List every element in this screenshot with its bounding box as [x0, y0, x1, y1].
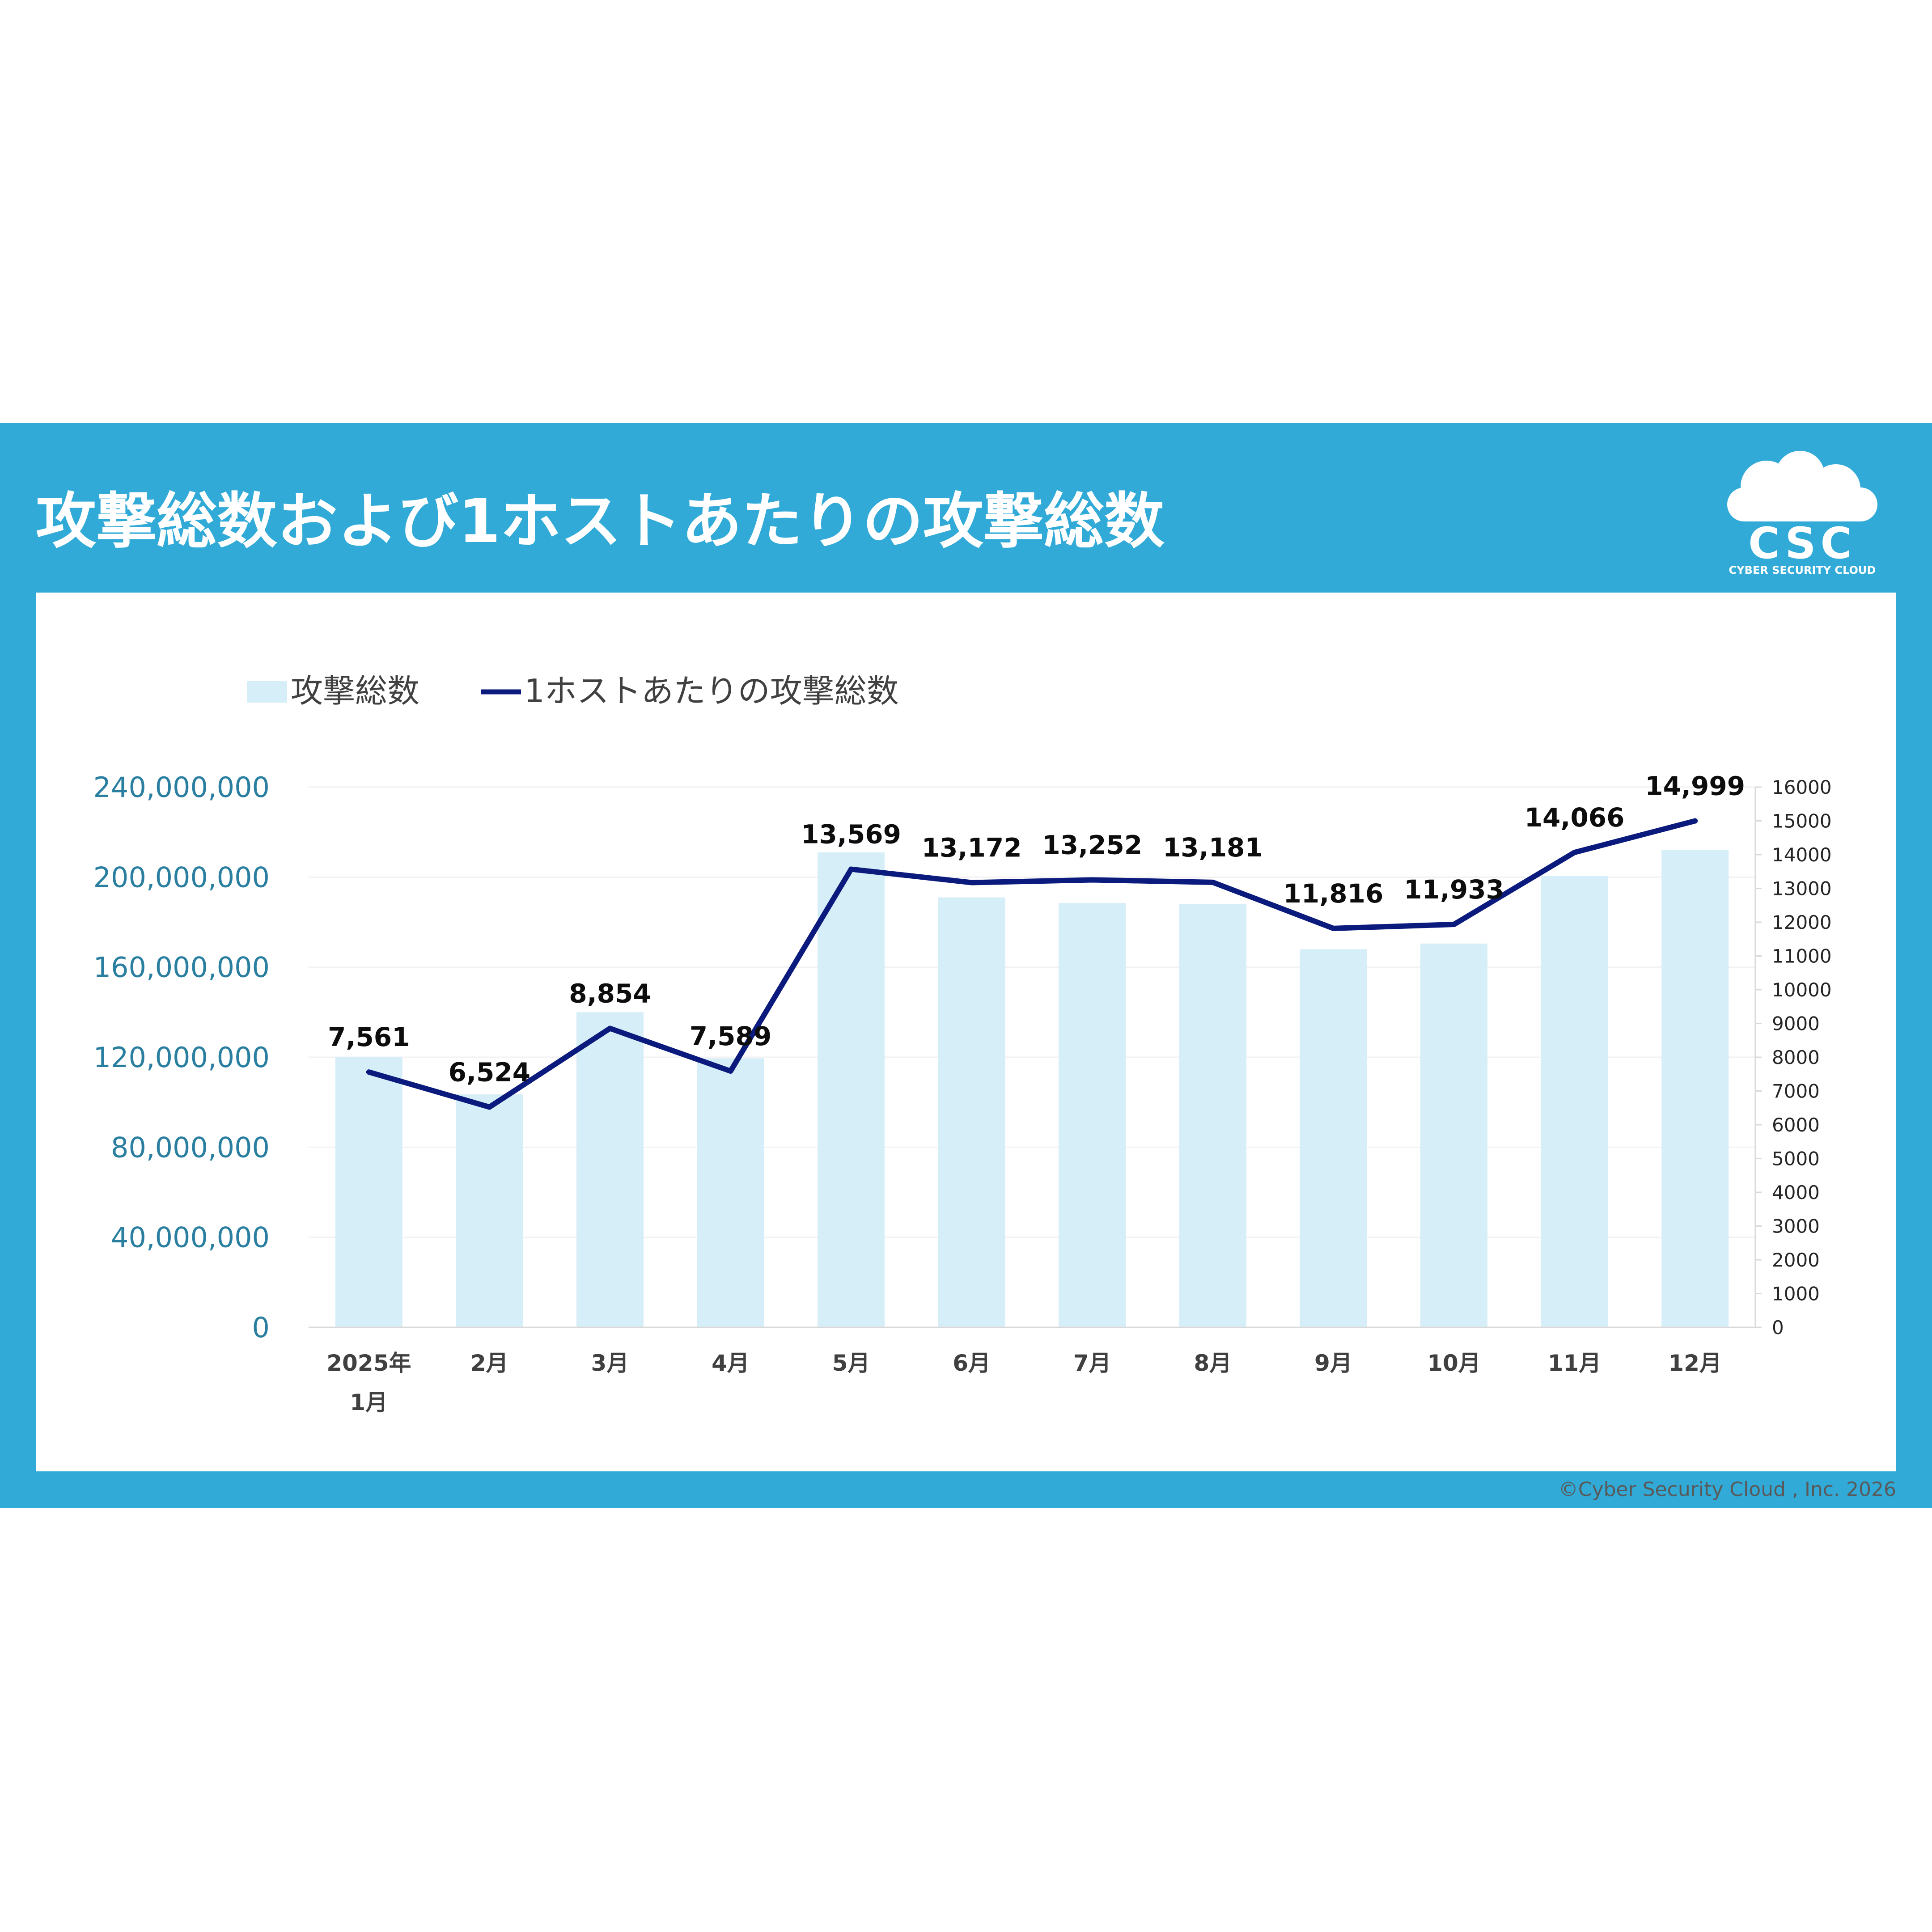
- data-label: 8,854: [569, 979, 651, 1009]
- line-point: [488, 1106, 491, 1109]
- data-labels: 7,561 6,524 8,854 7,589 13,569 13,172 13,252 13…: [328, 771, 1745, 1088]
- bar: [335, 1057, 402, 1327]
- right-axis-tick-label: 10000: [1772, 979, 1832, 1001]
- category-label: 3月: [591, 1350, 629, 1376]
- line-point: [1573, 851, 1576, 854]
- data-label: 11,933: [1404, 874, 1504, 905]
- category-label: 7月: [1073, 1350, 1111, 1376]
- legend: 攻撃総数 1ホストあたりの攻撃総数: [247, 672, 899, 710]
- line-point: [1091, 878, 1094, 881]
- category-label: 10月: [1427, 1350, 1481, 1376]
- left-axis-tick-label: 80,000,000: [111, 1131, 270, 1164]
- bar: [1661, 850, 1729, 1327]
- copyright: ©Cyber Security Cloud , Inc. 2026: [1558, 1478, 1896, 1501]
- gridlines: [309, 786, 1755, 1238]
- data-label: 13,569: [801, 819, 901, 850]
- right-axis-tick-label: 13000: [1772, 878, 1832, 900]
- line-point: [1332, 927, 1335, 930]
- legend-bar-swatch: [247, 681, 287, 703]
- category-label: 4月: [712, 1350, 750, 1376]
- line-point: [850, 868, 853, 871]
- logo-tagline: CYBER SECURITY CLOUD: [1729, 564, 1876, 576]
- right-axis-tick-label: 4000: [1772, 1182, 1820, 1203]
- bar: [697, 1058, 764, 1327]
- data-label: 7,561: [328, 1022, 410, 1052]
- left-axis-tick-label: 200,000,000: [93, 861, 270, 894]
- category-label: 6月: [953, 1350, 991, 1376]
- bar: [576, 1012, 644, 1327]
- legend-bar-label: 攻撃総数: [291, 672, 419, 710]
- line-point: [729, 1070, 732, 1073]
- csc-logo: CSC CYBER SECURITY CLOUD: [1727, 451, 1877, 576]
- cloud-icon: [1727, 451, 1877, 521]
- line-point: [1453, 923, 1456, 926]
- line-point: [970, 881, 973, 884]
- left-axis-tick-label: 160,000,000: [93, 951, 270, 984]
- right-axis-tick-label: 0: [1772, 1317, 1784, 1339]
- right-axis-tick-label: 5000: [1772, 1148, 1820, 1170]
- bar: [818, 852, 885, 1327]
- right-axis-tick-label: 9000: [1772, 1013, 1820, 1035]
- category-label: 8月: [1194, 1350, 1232, 1376]
- right-axis-tick-label: 6000: [1772, 1114, 1820, 1136]
- left-axis-tick-label: 0: [252, 1311, 270, 1344]
- bar: [1059, 903, 1126, 1327]
- right-axis-tick-label: 2000: [1772, 1249, 1820, 1271]
- legend-line-label: 1ホストあたりの攻撃総数: [524, 672, 899, 710]
- category-label: 9月: [1314, 1350, 1352, 1376]
- right-axis-tick-label: 15000: [1772, 810, 1832, 832]
- line-point: [608, 1027, 611, 1030]
- data-label: 7,589: [690, 1021, 771, 1051]
- bar: [456, 1094, 523, 1327]
- right-axis-tick-label: 14000: [1772, 844, 1832, 866]
- bar: [1179, 904, 1246, 1327]
- page-title: 攻撃総数および1ホストあたりの攻撃総数: [36, 486, 1165, 556]
- data-label: 13,252: [1042, 830, 1142, 860]
- data-label: 13,181: [1163, 832, 1263, 863]
- bar: [1541, 876, 1608, 1327]
- category-label: 5月: [832, 1350, 870, 1376]
- right-axis-tick-label: 1000: [1772, 1283, 1820, 1305]
- left-axis-tick-label: 240,000,000: [93, 771, 270, 804]
- category-label: 12月: [1668, 1350, 1722, 1376]
- bar: [1300, 949, 1367, 1327]
- data-label: 11,816: [1284, 878, 1384, 909]
- bar-series: [335, 850, 1729, 1327]
- data-label: 14,999: [1645, 771, 1745, 801]
- axes: 0 40,000,000 80,000,000 120,000,000 160,000,…: [93, 771, 1832, 1415]
- category-label: 2025年 1月: [326, 1350, 411, 1415]
- right-axis-tick-label: 16000: [1772, 776, 1832, 798]
- line-point: [367, 1071, 370, 1074]
- right-axis-tick-label: 12000: [1772, 911, 1832, 933]
- category-label: 2月: [470, 1350, 508, 1376]
- left-axis-tick-label: 120,000,000: [93, 1041, 270, 1074]
- data-label: 6,524: [449, 1057, 530, 1087]
- data-label: 14,066: [1525, 802, 1625, 833]
- right-axis-tick-label: 8000: [1772, 1046, 1820, 1068]
- series-line: [366, 818, 1698, 1110]
- logo-mark: CSC: [1748, 518, 1856, 568]
- left-axis-tick-label: 40,000,000: [111, 1221, 270, 1254]
- bar: [1420, 943, 1488, 1327]
- category-label: 11月: [1548, 1350, 1602, 1376]
- bar: [938, 897, 1005, 1327]
- data-label: 13,172: [922, 833, 1022, 863]
- right-axis-tick-label: 3000: [1772, 1216, 1820, 1237]
- line-series: [366, 818, 1698, 1110]
- line-point: [1694, 819, 1697, 822]
- right-axis-tick-label: 7000: [1772, 1080, 1820, 1102]
- line-point: [1211, 881, 1214, 884]
- right-axis-tick-label: 11000: [1772, 945, 1832, 967]
